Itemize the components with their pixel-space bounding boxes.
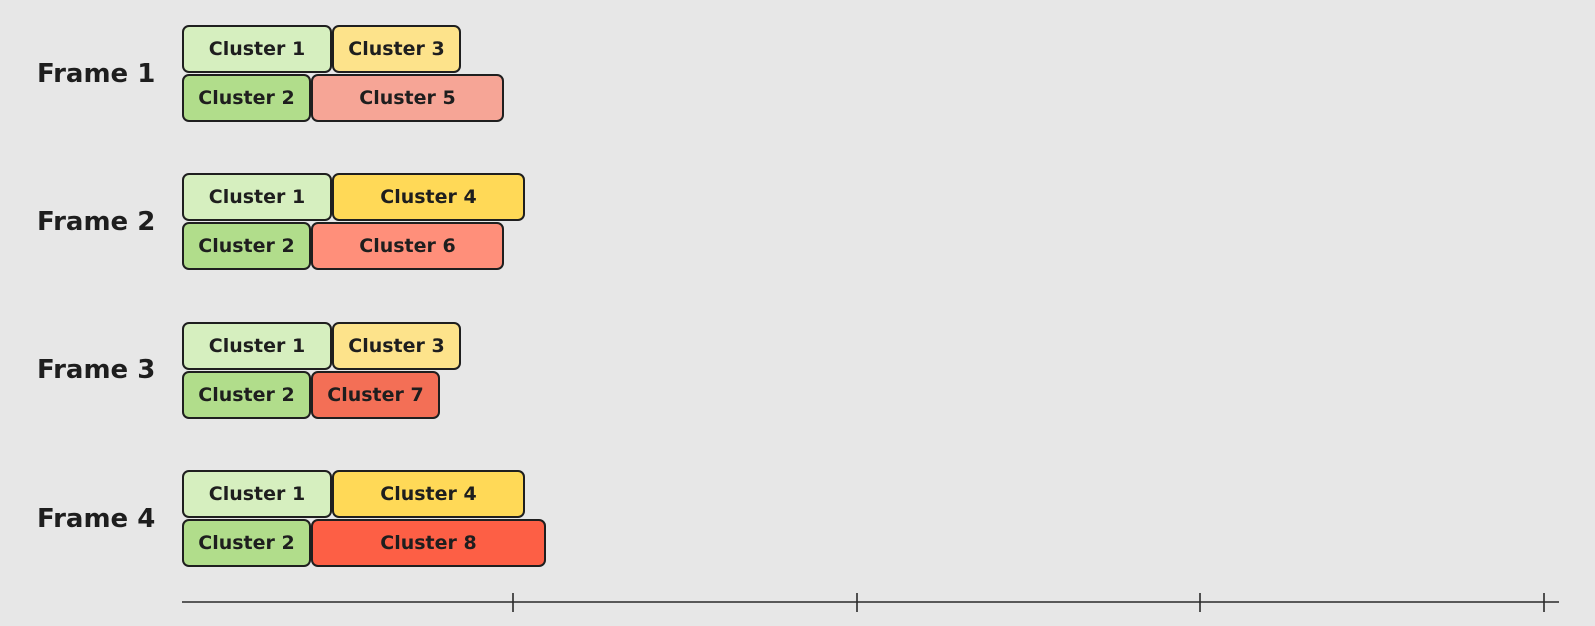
cluster-block: Cluster 5 [311, 74, 504, 122]
cluster-block: Cluster 2 [182, 371, 311, 419]
cluster-block: Cluster 1 [182, 470, 332, 518]
cluster-block: Cluster 4 [332, 173, 525, 221]
frame-label: Frame 2 [37, 207, 156, 237]
cluster-block: Cluster 1 [182, 25, 332, 73]
frame-label: Frame 4 [37, 504, 156, 534]
cluster-block: Cluster 3 [332, 25, 461, 73]
cluster-block: Cluster 2 [182, 222, 311, 270]
cluster-block: Cluster 1 [182, 173, 332, 221]
frame-label: Frame 3 [37, 355, 156, 385]
cluster-block: Cluster 2 [182, 74, 311, 122]
cluster-block: Cluster 1 [182, 322, 332, 370]
cluster-block: Cluster 3 [332, 322, 461, 370]
cluster-block: Cluster 7 [311, 371, 440, 419]
cluster-block: Cluster 2 [182, 519, 311, 567]
cluster-block: Cluster 8 [311, 519, 546, 567]
cluster-block: Cluster 6 [311, 222, 504, 270]
cluster-block: Cluster 4 [332, 470, 525, 518]
frame-label: Frame 1 [37, 59, 156, 89]
